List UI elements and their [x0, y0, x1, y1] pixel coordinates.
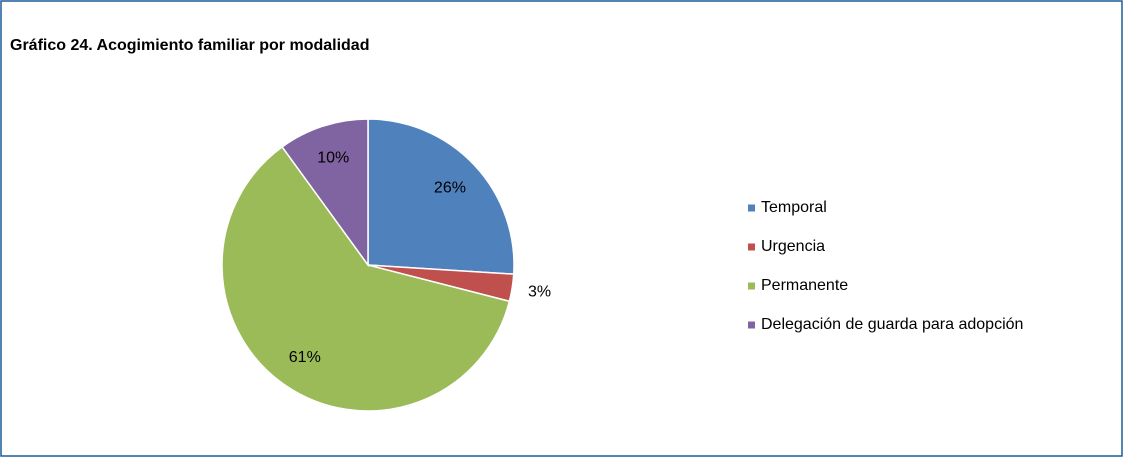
data-label: 61% [289, 349, 321, 366]
legend-swatch [748, 321, 755, 329]
pie-slice [221, 145, 511, 412]
data-label: 26% [434, 179, 466, 196]
data-label: 10% [317, 149, 349, 166]
legend-swatch [748, 282, 755, 290]
chart-title: Gráfico 24. Acogimiento familiar por mod… [10, 37, 369, 54]
legend-swatch [748, 243, 755, 251]
legend-label: Delegación de guarda para adopción [761, 316, 1023, 333]
legend-label: Urgencia [761, 238, 825, 255]
pie-slice [367, 118, 515, 275]
legend-label: Permanente [761, 277, 848, 294]
legend-label: Temporal [761, 199, 827, 216]
pie-slice [281, 118, 369, 268]
legend-swatch [748, 204, 755, 212]
data-label: 3% [528, 283, 551, 300]
